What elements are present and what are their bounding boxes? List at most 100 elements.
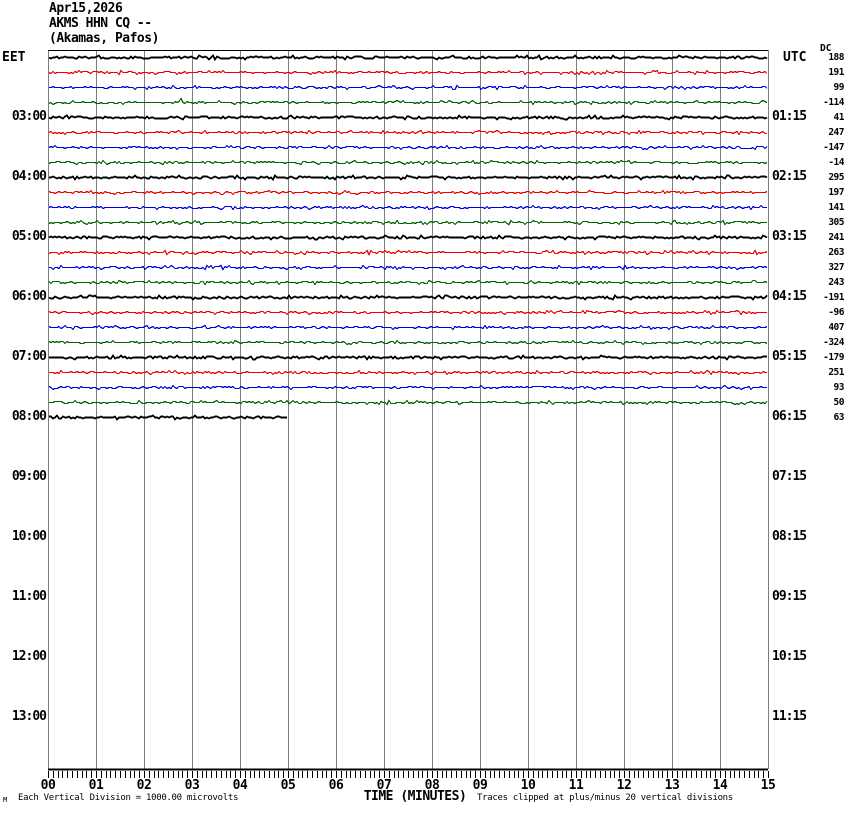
- dc-offset-value: 263: [828, 247, 844, 258]
- dc-offset-value: 327: [828, 262, 844, 273]
- seismic-trace: [48, 309, 767, 316]
- dc-offset-column-label: DC: [820, 43, 832, 54]
- utc-hour-label: 09:15: [772, 589, 807, 604]
- seismic-trace: [49, 399, 768, 406]
- dc-offset-value: -179: [823, 352, 844, 363]
- minute-label: 03: [184, 778, 200, 793]
- eet-hour-label: 03:00: [11, 109, 47, 124]
- minute-label: 08: [424, 778, 440, 793]
- helicorder-plot: [48, 50, 769, 778]
- seismic-trace: [48, 279, 768, 286]
- dc-offset-value: -324: [823, 337, 844, 348]
- footer-scale-note: Each Vertical Division = 1000.00 microvo…: [18, 793, 239, 803]
- utc-hour-label: 08:15: [772, 529, 807, 544]
- seismic-trace: [48, 144, 768, 151]
- x-axis-title: TIME (MINUTES): [363, 789, 467, 804]
- eet-hour-label: 06:00: [11, 289, 47, 304]
- dc-offset-value: -96: [828, 307, 844, 318]
- header-station-code: AKMS HHN CQ --: [49, 16, 152, 31]
- seismic-trace: [48, 69, 768, 76]
- seismic-trace: [48, 294, 768, 301]
- minute-label: 00: [40, 778, 56, 793]
- footer-clip-note: Traces clipped at plus/minus 20 vertical…: [477, 793, 733, 803]
- minute-label: 09: [472, 778, 488, 793]
- dc-offset-value: 305: [828, 217, 844, 228]
- dc-offset-value: 243: [828, 277, 844, 288]
- dc-offset-value: -14: [828, 157, 844, 168]
- dc-offset-value: 295: [828, 172, 844, 183]
- dc-offset-value: 407: [828, 322, 844, 333]
- seismic-trace: [48, 204, 767, 211]
- dc-offset-value: 50: [833, 397, 845, 408]
- dc-offset-value: -147: [823, 142, 844, 153]
- dc-offset-value: 197: [828, 187, 844, 198]
- dc-offset-value: 63: [833, 412, 845, 423]
- eet-hour-label: 10:00: [11, 529, 47, 544]
- seismic-trace: [48, 249, 768, 256]
- minute-label: 12: [616, 778, 632, 793]
- plot-header: Apr15,2026 AKMS HHN CQ -- (Akamas, Pafos…: [49, 1, 159, 46]
- seismic-trace: [49, 264, 768, 271]
- seismic-trace: [48, 384, 767, 391]
- seismic-trace: [48, 324, 768, 331]
- minute-label: 05: [280, 778, 296, 793]
- minute-label: 04: [232, 778, 248, 793]
- dc-offset-value: 41: [833, 112, 845, 123]
- minute-label: 06: [328, 778, 344, 793]
- minute-label: 10: [520, 778, 536, 793]
- dc-offset-value: -191: [823, 292, 844, 303]
- utc-hour-label: 05:15: [772, 349, 807, 364]
- dc-offset-value: 241: [828, 232, 844, 243]
- minute-label: 07: [376, 778, 392, 793]
- minute-label: 15: [760, 778, 776, 793]
- eet-hour-label: 08:00: [11, 409, 47, 424]
- eet-hour-label: 13:00: [11, 709, 47, 724]
- dc-offset-value: -114: [823, 97, 844, 108]
- left-timezone-label: EET: [2, 50, 26, 65]
- footer-scale-marker: M: [3, 796, 8, 804]
- dc-offset-value: 251: [828, 367, 844, 378]
- dc-offset-value: 93: [833, 382, 845, 393]
- seismic-trace: [48, 234, 768, 241]
- seismic-trace: [48, 97, 768, 106]
- utc-hour-label: 11:15: [772, 709, 807, 724]
- seismic-trace: [48, 189, 768, 196]
- seismic-trace: [49, 369, 767, 376]
- seismic-trace: [49, 354, 767, 361]
- seismic-trace: [49, 414, 287, 421]
- seismic-trace: [49, 84, 768, 91]
- minute-label: 13: [664, 778, 680, 793]
- utc-hour-label: 07:15: [772, 469, 807, 484]
- eet-hour-label: 07:00: [11, 349, 47, 364]
- utc-hour-label: 10:15: [772, 649, 807, 664]
- dc-offset-value: 141: [828, 202, 844, 213]
- eet-hour-label: 09:00: [11, 469, 47, 484]
- minute-label: 14: [712, 778, 728, 793]
- dc-offset-value: 247: [828, 127, 844, 138]
- minute-label: 02: [136, 778, 152, 793]
- seismic-trace: [48, 54, 768, 62]
- eet-hour-label: 12:00: [11, 649, 47, 664]
- eet-hour-label: 05:00: [11, 229, 47, 244]
- utc-hour-label: 01:15: [772, 109, 807, 124]
- seismic-trace: [49, 174, 768, 181]
- utc-hour-label: 06:15: [772, 409, 807, 424]
- seismic-trace: [48, 159, 768, 166]
- eet-hour-label: 04:00: [11, 169, 47, 184]
- seismic-trace: [48, 339, 768, 346]
- utc-hour-label: 04:15: [772, 289, 807, 304]
- eet-hour-label: 11:00: [11, 589, 47, 604]
- utc-hour-label: 03:15: [772, 229, 807, 244]
- seismic-trace: [48, 129, 767, 136]
- seismic-trace: [48, 219, 767, 226]
- header-station-name: (Akamas, Pafos): [49, 31, 159, 46]
- dc-offset-value: 99: [833, 82, 845, 93]
- header-date: Apr15,2026: [49, 1, 123, 16]
- minute-label: 11: [568, 778, 584, 793]
- dc-offset-value: 191: [828, 67, 844, 78]
- dc-offset-value: 188: [828, 52, 844, 63]
- minute-label: 01: [88, 778, 104, 793]
- utc-hour-label: 02:15: [772, 169, 807, 184]
- right-timezone-label: UTC: [783, 50, 807, 65]
